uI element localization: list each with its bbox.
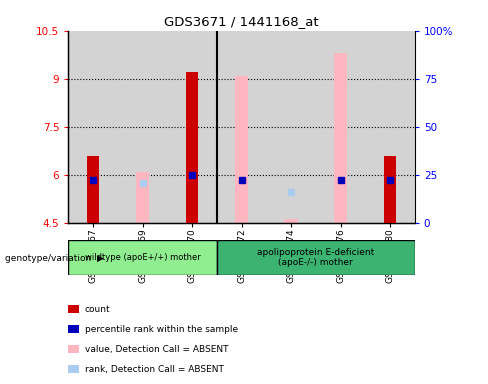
Bar: [118, 31, 167, 223]
Bar: [366, 31, 415, 223]
Text: wildtype (apoE+/+) mother: wildtype (apoE+/+) mother: [85, 253, 201, 262]
Bar: [284, 219, 298, 223]
Bar: [87, 156, 99, 223]
Bar: [186, 72, 198, 223]
Bar: [334, 53, 347, 223]
Bar: [68, 240, 217, 275]
Bar: [266, 31, 316, 223]
Title: GDS3671 / 1441168_at: GDS3671 / 1441168_at: [164, 15, 319, 28]
Bar: [316, 31, 366, 223]
Bar: [384, 156, 396, 223]
Text: count: count: [85, 305, 111, 314]
Bar: [217, 31, 266, 223]
Bar: [68, 31, 118, 223]
Text: apolipoprotein E-deficient
(apoE-/-) mother: apolipoprotein E-deficient (apoE-/-) mot…: [257, 248, 374, 267]
Bar: [167, 31, 217, 223]
Text: genotype/variation  ▶: genotype/variation ▶: [5, 253, 104, 263]
Text: value, Detection Call = ABSENT: value, Detection Call = ABSENT: [85, 344, 228, 354]
Text: percentile rank within the sample: percentile rank within the sample: [85, 324, 238, 334]
Bar: [136, 172, 149, 223]
Bar: [217, 240, 415, 275]
Text: rank, Detection Call = ABSENT: rank, Detection Call = ABSENT: [85, 364, 224, 374]
Bar: [235, 76, 248, 223]
